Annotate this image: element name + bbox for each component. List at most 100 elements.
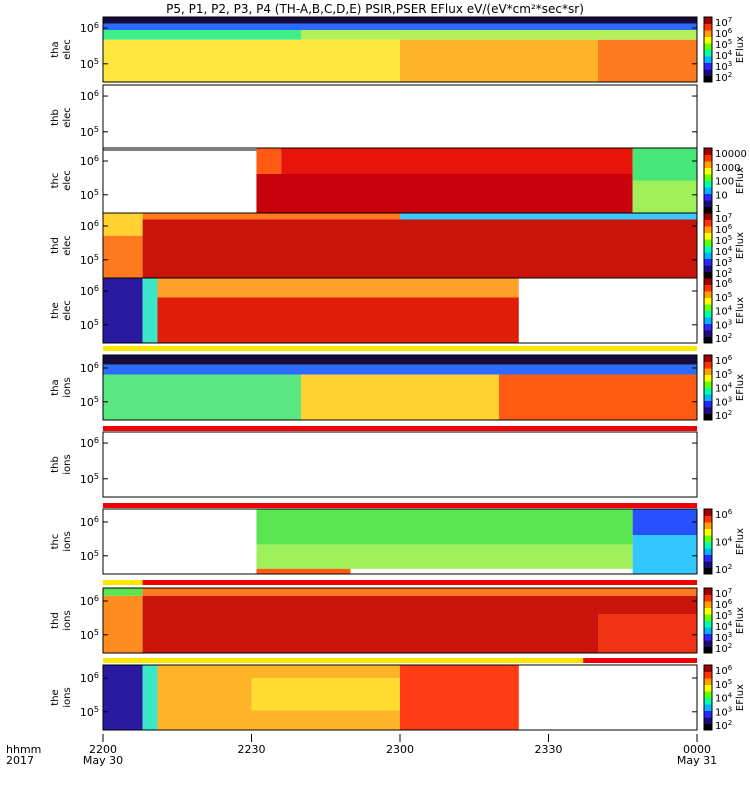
colorbar-band xyxy=(704,387,712,395)
panel-ylabel-probe: thd xyxy=(50,612,61,629)
heatmap-cell xyxy=(632,180,697,213)
colorbar-band xyxy=(704,665,712,672)
colorbar-tick-label: 105 xyxy=(715,234,732,247)
colorbar-title: EFlux xyxy=(735,36,746,63)
colorbar-tick-label: 106 xyxy=(715,354,733,367)
colorbar-title: EFlux xyxy=(735,607,746,634)
heatmap-cell xyxy=(256,509,633,545)
colorbar-band xyxy=(704,515,712,523)
colorbar-band xyxy=(704,154,712,162)
colorbar-band xyxy=(704,548,712,555)
y-tick-label: 106 xyxy=(80,219,99,233)
heatmap-cell xyxy=(281,148,633,174)
colorbar-tick-label: 103 xyxy=(715,705,732,718)
panel-ylabel-species: ions xyxy=(62,531,73,551)
colorbar-frame xyxy=(703,277,713,344)
colorbar-band xyxy=(704,323,712,331)
colorbar-band xyxy=(704,43,712,50)
colorbar-tick-label: 102 xyxy=(715,409,732,422)
colorbar-band xyxy=(704,310,712,318)
colorbar-band xyxy=(704,684,712,692)
status-bar-segment xyxy=(142,580,698,585)
colorbar-band xyxy=(704,509,712,516)
y-tick-label: 106 xyxy=(80,515,99,529)
panel-ylabel-probe: tha xyxy=(50,41,61,57)
colorbar-band xyxy=(704,704,712,711)
colorbar-band xyxy=(704,23,712,31)
colorbar-band xyxy=(704,710,712,718)
colorbar-band xyxy=(704,394,712,401)
heatmap-cell xyxy=(301,30,697,40)
y-tick-label: 105 xyxy=(80,253,99,267)
panel-ylabel-probe: thb xyxy=(50,109,61,126)
colorbar-tick-label: 10 xyxy=(715,190,728,201)
colorbar-tick-label: 103 xyxy=(715,318,732,331)
heatmap-cell xyxy=(103,355,697,365)
heatmap-cell xyxy=(400,39,598,82)
colorbar-title: EFlux xyxy=(735,232,746,259)
colorbar-band xyxy=(704,407,712,414)
colorbar-tick-label: 106 xyxy=(715,598,733,611)
colorbar-tick-label: 102 xyxy=(715,719,732,732)
colorbar-tick-label: 103 xyxy=(715,631,732,644)
panel-ylabel-species: ions xyxy=(62,377,73,397)
colorbar-band xyxy=(704,717,712,724)
colorbar-band xyxy=(704,317,712,324)
heatmap-cell xyxy=(103,588,143,596)
colorbar-tick-label: 104 xyxy=(715,382,733,395)
panel-ylabel-species: elec xyxy=(62,170,73,191)
colorbar-band xyxy=(704,297,712,305)
heatmap-cell xyxy=(256,148,282,174)
colorbar-band xyxy=(704,561,712,568)
colorbar-title: EFlux xyxy=(735,297,746,324)
colorbar-band xyxy=(704,567,712,575)
colorbar-band xyxy=(704,278,712,285)
heatmap-cell xyxy=(103,595,143,653)
y-tick-label: 105 xyxy=(80,188,99,202)
y-tick-label: 105 xyxy=(80,318,99,332)
colorbar-band xyxy=(704,554,712,562)
colorbar-band xyxy=(704,291,712,298)
y-tick-label: 105 xyxy=(80,395,99,409)
colorbar-tick-label: 103 xyxy=(715,60,732,73)
panel-ylabel-species: ions xyxy=(62,687,73,707)
panel-frame xyxy=(102,354,698,421)
heatmap-cell xyxy=(499,374,697,420)
heatmap-cell xyxy=(103,39,400,82)
heatmap-cell xyxy=(103,278,143,343)
heatmap-cell xyxy=(103,364,697,375)
heatmap-cell xyxy=(301,374,499,420)
panel-ylabel-probe: the xyxy=(50,302,61,318)
colorbar-title: EFlux xyxy=(735,528,746,555)
colorbar-frame xyxy=(703,508,713,575)
colorbar-band xyxy=(704,607,712,615)
colorbar-tick-label: 10000 xyxy=(715,149,747,160)
colorbar-band xyxy=(704,304,712,311)
colorbar-band xyxy=(704,49,712,57)
colorbar-tick-label: 102 xyxy=(715,642,732,655)
heatmap-cell xyxy=(103,23,697,30)
panel-frame xyxy=(102,508,698,575)
panel-ylabel-probe: thd xyxy=(50,237,61,254)
colorbar-band xyxy=(704,258,712,266)
colorbar-title: EFlux xyxy=(735,167,746,194)
status-bar-segment xyxy=(103,426,697,431)
panel-frame xyxy=(102,664,698,731)
y-tick-label: 105 xyxy=(80,472,99,486)
colorbar-band xyxy=(704,187,712,194)
colorbar-band xyxy=(704,400,712,408)
y-tick-label: 106 xyxy=(80,21,99,35)
colorbar-band xyxy=(704,678,712,685)
panel-ylabel-species: elec xyxy=(62,300,73,321)
colorbar-band xyxy=(704,148,712,155)
colorbar-band xyxy=(704,594,712,602)
status-bar-segment xyxy=(103,346,697,351)
colorbar-tick-label: 105 xyxy=(715,368,732,381)
y-tick-label: 106 xyxy=(80,284,99,298)
colorbar-band xyxy=(704,627,712,634)
